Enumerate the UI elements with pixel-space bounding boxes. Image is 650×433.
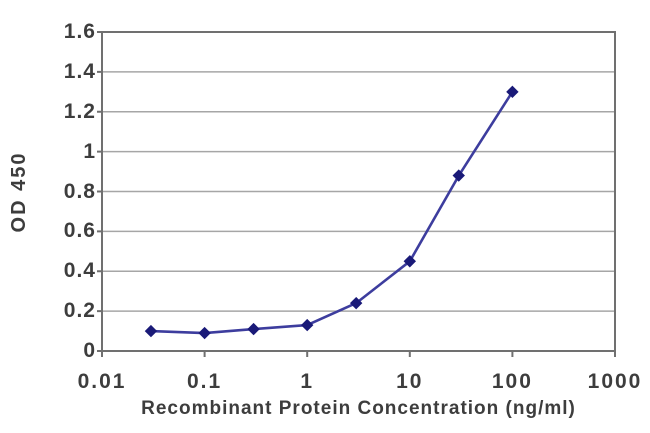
data-point-marker [144,324,158,338]
data-point-marker [403,255,417,268]
y-tick-label: 0.2 [63,299,96,323]
data-point-marker [506,85,519,99]
y-tick-label: 0.4 [63,259,96,283]
data-point-marker [300,318,314,332]
x-axis-title: Recombinant Protein Concentration (ng/ml… [141,398,576,419]
y-tick-label: 1.6 [63,20,96,43]
x-tick-label: 100 [491,370,533,393]
data-point-marker [247,322,260,336]
y-tick-label: 1.2 [63,99,96,123]
data-point-marker [349,296,363,310]
y-tick-label: 0 [83,339,96,362]
data-point-marker [452,169,465,182]
y-tick-label: 1.4 [63,59,96,83]
y-tick-label: 1 [83,139,96,163]
data-line [149,90,514,335]
y-tick-label: 0.6 [63,219,96,243]
data-point-marker [198,326,211,340]
x-tick-label: 1 [300,370,315,393]
x-tick-label: 0.1 [186,370,223,393]
y-tick-label: 0.8 [63,179,96,203]
x-tick-label: 1000 [587,370,643,393]
x-tick-label: 0.01 [77,370,127,393]
x-tick-label: 10 [396,370,424,393]
